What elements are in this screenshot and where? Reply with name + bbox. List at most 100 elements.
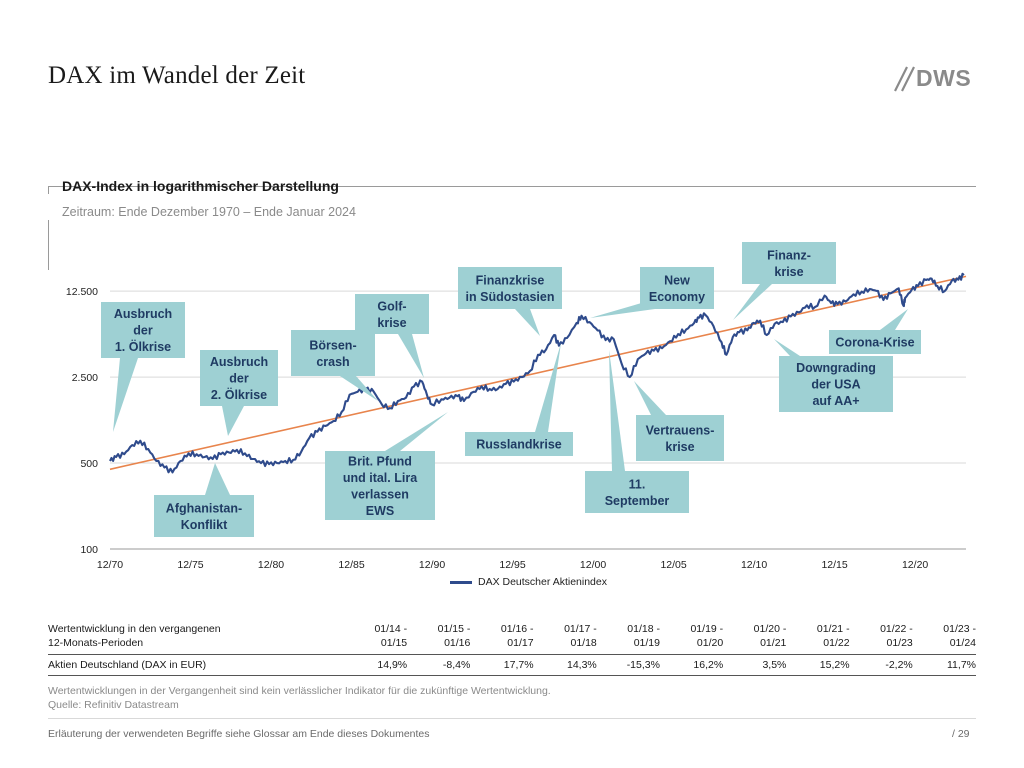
period-header: 01/20 -01/21 <box>723 616 787 655</box>
table-cell: 11,7% <box>912 654 976 676</box>
y-tick-label: 100 <box>80 544 98 556</box>
y-tick-label: 12.500 <box>66 286 98 298</box>
callout-text: Börsen- <box>309 338 356 352</box>
logo-text: DWS <box>916 65 972 91</box>
table-header-label: Wertentwicklung in den vergangenen 12-Mo… <box>48 616 344 655</box>
callout-box <box>779 356 893 412</box>
callout-box <box>325 451 435 520</box>
callout-text: und ital. Lira <box>343 471 418 485</box>
x-tick-label: 12/90 <box>419 559 445 571</box>
x-tick-label: 12/20 <box>902 559 928 571</box>
x-tick-label: 12/15 <box>821 559 847 571</box>
callout-pointer <box>222 406 244 436</box>
callout-text: 11. <box>629 477 646 491</box>
period-header: 01/15 -01/16 <box>407 616 471 655</box>
callout-box <box>200 350 278 406</box>
footer-divider <box>48 718 976 719</box>
table-header-row: Wertentwicklung in den vergangenen 12-Mo… <box>48 616 976 655</box>
callout-text: New <box>664 273 690 287</box>
table-cell: 3,5% <box>723 654 787 676</box>
page-number: / 29 <box>952 728 970 740</box>
y-tick-label: 500 <box>80 458 98 470</box>
performance-table: Wertentwicklung in den vergangenen 12-Mo… <box>48 616 976 676</box>
callout-pointer <box>385 412 448 451</box>
trend-line <box>109 275 967 471</box>
callout-box <box>101 302 185 358</box>
table-cell: -2,2% <box>849 654 913 676</box>
callout-text: September <box>605 494 670 508</box>
callout-text: Brit. Pfund <box>348 454 412 468</box>
callout-text: Corona-Krise <box>835 336 914 350</box>
callout-box <box>355 294 429 334</box>
callout-text: Konflikt <box>181 518 228 532</box>
table-cell: 14,9% <box>343 654 408 676</box>
x-tick-label: 12/05 <box>660 559 686 571</box>
chart-title: DAX-Index in logarithmischer Darstellung <box>62 178 339 194</box>
page-title: DAX im Wandel der Zeit <box>48 62 306 89</box>
callout-6: Brit. Pfund und ital. Lira verlassen EWS <box>325 412 448 520</box>
callout-text: krise <box>377 316 406 330</box>
callout-text: Downgrading <box>796 361 876 375</box>
period-header: 01/22 -01/23 <box>849 616 913 655</box>
footnote-source: Quelle: Refinitiv Datastream <box>48 699 179 711</box>
chart-frame-tick <box>48 186 49 194</box>
period-header: 01/17 -01/18 <box>533 616 597 655</box>
callout-7: Finanzkrise in Südostasien <box>458 267 562 336</box>
dax-series-line <box>109 272 965 474</box>
callout-13: Downgrading der USA auf AA+ <box>774 339 893 412</box>
table-cell: 15,2% <box>786 654 850 676</box>
callout-text: verlassen <box>351 487 409 501</box>
callout-text: Vertrauens- <box>646 423 715 437</box>
table-row-label: Aktien Deutschland (DAX in EUR) <box>48 654 344 676</box>
callout-text: crash <box>316 355 349 369</box>
period-header: 01/14 -01/15 <box>343 616 408 655</box>
callout-text: Golf- <box>377 299 406 313</box>
callout-8: Russlandkrise <box>465 343 573 456</box>
dax-chart: 100 500 2.500 12.500 12/70 12/75 12/80 12/85 12/… <box>66 242 967 571</box>
x-tick-label: 12/10 <box>741 559 767 571</box>
callout-box <box>640 267 714 309</box>
callout-3: Afghanistan- Konflikt <box>154 463 254 537</box>
callout-text: Russlandkrise <box>476 438 562 452</box>
callout-9: 11. September <box>585 350 689 513</box>
dws-logo: DWS <box>892 64 982 94</box>
callout-box <box>636 415 724 461</box>
legend-label: DAX Deutscher Aktienindex <box>478 576 607 588</box>
callout-12: Finanz-krise <box>733 242 836 320</box>
callout-pointer <box>609 350 625 471</box>
callout-pointer <box>590 302 655 318</box>
series-layer <box>109 272 967 474</box>
callout-text: Ausbruch <box>114 307 172 321</box>
chart-legend: DAX Deutscher Aktienindex <box>450 576 607 588</box>
callout-pointer <box>634 381 666 415</box>
callout-pointer <box>733 284 772 320</box>
callout-text: EWS <box>366 504 394 518</box>
callout-text: der <box>229 372 249 386</box>
callout-text: 2. Ölkrise <box>211 387 267 402</box>
callout-text: krise <box>774 265 803 279</box>
callout-text: 1. Ölkrise <box>115 339 171 354</box>
chart-frame-top <box>48 186 976 187</box>
callout-text: in Südostasien <box>466 290 555 304</box>
callout-pointer <box>880 309 908 330</box>
callout-14: Corona-Krise <box>829 309 921 354</box>
callout-text: Finanzkrise <box>476 273 545 287</box>
callout-pointer <box>535 343 561 432</box>
callout-box <box>585 471 689 513</box>
footnotes: Wertentwicklungen in der Vergangenheit s… <box>48 684 551 712</box>
x-tick-label: 12/85 <box>338 559 364 571</box>
x-tick-label: 12/70 <box>97 559 123 571</box>
period-header: 01/23 -01/24 <box>912 616 976 655</box>
legend-line-icon <box>450 580 472 584</box>
callout-10: New Economy <box>590 267 714 318</box>
chart-frame-left <box>48 220 49 270</box>
callout-pointer <box>113 358 138 432</box>
callout-5: Golf-krise <box>355 294 429 378</box>
callout-text: der USA <box>811 378 860 392</box>
callout-text: Finanz- <box>767 248 811 262</box>
axis-layer: 100 500 2.500 12.500 12/70 12/75 12/80 12/85 12/… <box>66 286 929 571</box>
x-tick-label: 12/00 <box>580 559 606 571</box>
callout-text: Ausbruch <box>210 355 268 369</box>
callout-text: Afghanistan- <box>166 501 242 515</box>
table-cell: 14,3% <box>533 654 597 676</box>
